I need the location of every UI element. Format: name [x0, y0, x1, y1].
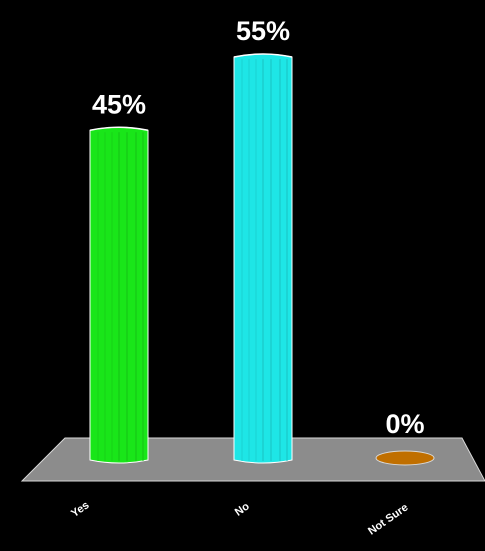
data-labels-group: 45% 55% 0% — [92, 16, 425, 439]
data-label-not-sure: 0% — [385, 409, 424, 439]
bar-yes — [89, 126, 149, 464]
bars-group — [89, 53, 435, 466]
data-label-no: 55% — [236, 16, 290, 46]
bar-no — [233, 53, 293, 464]
data-label-yes: 45% — [92, 89, 146, 119]
bar-not-sure — [375, 450, 435, 466]
